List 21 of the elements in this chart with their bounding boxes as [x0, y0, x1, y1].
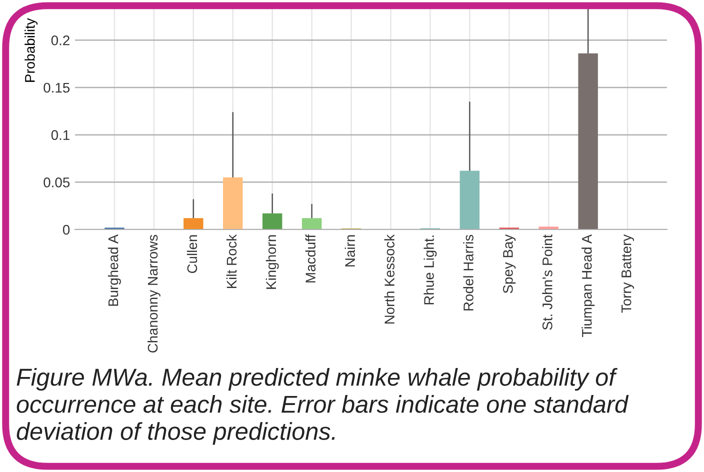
x-tick-label: St. John's Point [542, 234, 552, 330]
x-tick-label: Cullen [186, 235, 198, 274]
x-tick-label: Spey Bay [503, 234, 516, 294]
y-axis-title: Probability [24, 18, 38, 82]
x-tick-label: Rodel Harris [463, 234, 474, 310]
y-tick-label: 0 [62, 224, 70, 235]
x-tick-label: Torry Battery [622, 234, 634, 313]
text: Figure MWa. Mean predicted minke whale probability of occurrence at each site. Error bars indicate one standard deviation of those predictions. [16, 368, 629, 445]
y-tick-label: 0.15 [44, 82, 70, 93]
x-tick-label: Kinghorn [266, 235, 279, 289]
y-tick-label: 0.05 [44, 177, 70, 188]
x-tick-label: Macduff [305, 234, 316, 282]
x-tick-label: Chanonny Narrows [147, 234, 160, 353]
x-tick-label: Nairn [344, 235, 355, 266]
y-tick-label: 0.2 [51, 35, 70, 46]
x-tick-label: Tiumpan Head A [582, 234, 595, 337]
y-tick-label: 0.1 [51, 130, 70, 140]
x-tick-label: North Kessock [384, 234, 394, 324]
x-tick-label: Rhue Light. [424, 236, 437, 304]
x-tick-label: Kilt Rock [226, 234, 237, 288]
x-tick-label: Burghead A [108, 234, 121, 306]
